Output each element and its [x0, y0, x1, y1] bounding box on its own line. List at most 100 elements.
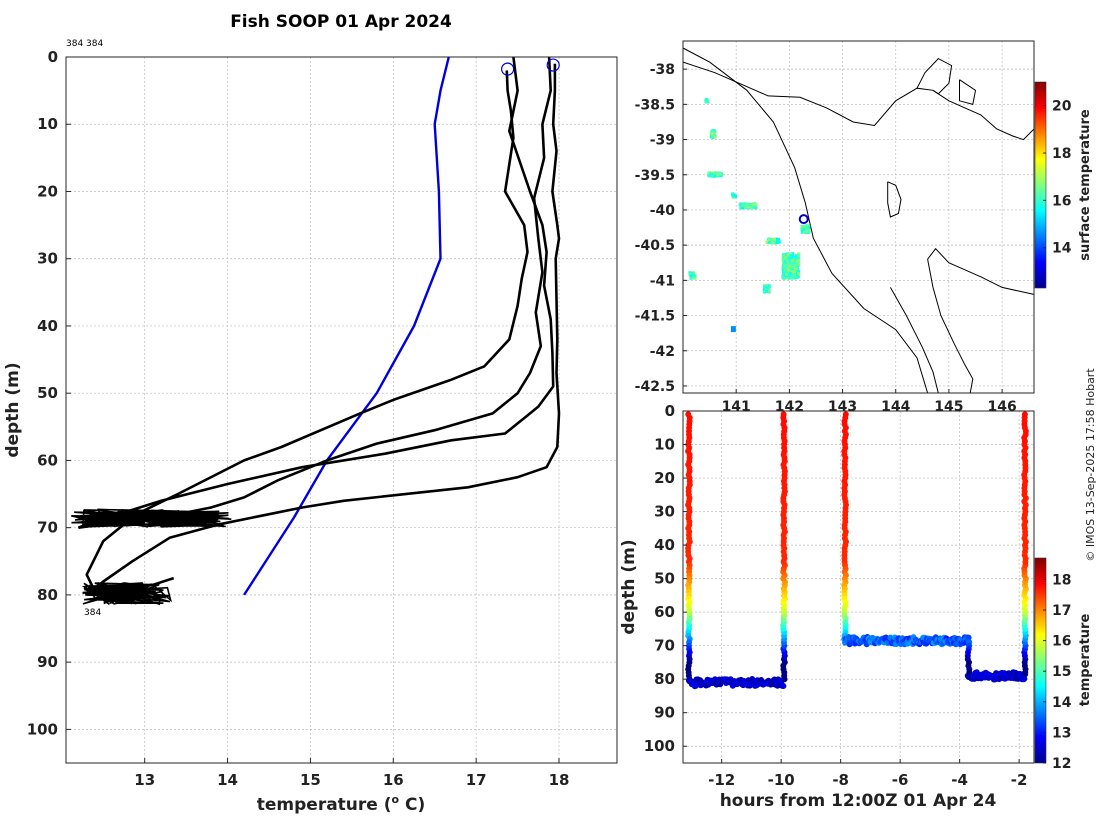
map-sst-pixel [713, 135, 717, 139]
map-sst-pixel [749, 203, 752, 207]
profile-y-axis-label: depth (m) [3, 362, 23, 457]
profile-id-label: 384 384 [66, 39, 103, 49]
map-sst-pixel [738, 203, 742, 207]
timedepth-xtick-label: -2 [1011, 771, 1028, 789]
timedepth-ytick-label: 0 [665, 402, 675, 420]
map-sst-pixel [767, 289, 771, 293]
map-sst-pixel [712, 133, 716, 137]
map-sst-pixel [767, 286, 771, 289]
profile-xtick-label: 13 [134, 771, 155, 789]
timedepth-colorbar-tick-label: 17 [1052, 603, 1071, 619]
map-colorbar-ticks: 14 16 18 20 [1043, 99, 1072, 257]
map-ytick-label: -39 [650, 133, 675, 149]
map-sst-pixel [790, 255, 794, 259]
map-sst-pixel [773, 237, 776, 241]
map-axes-frame [682, 40, 1035, 394]
map-xtick-label: 146 [987, 399, 1016, 415]
profile-xtick-label: 17 [466, 771, 487, 789]
map-sst-pixel [782, 271, 786, 275]
profile-deep-label: 384 [84, 608, 101, 618]
map-sst-pixel [689, 274, 693, 278]
map-sst-pixel [793, 274, 797, 278]
map-sst-pixel [764, 290, 768, 293]
timedepth-colorbar-ticks: 12 13 14 15 16 17 18 [1043, 572, 1072, 772]
profile-line-cast3 [85, 63, 561, 596]
map-coastline-tasmania-north [927, 247, 1034, 295]
timedepth-ytick-label: 50 [654, 570, 675, 588]
map-sst-pixel [800, 230, 804, 234]
map-sst-pixel [767, 238, 771, 242]
timedepth-colorbar [1034, 557, 1047, 764]
map-king-island [887, 181, 902, 218]
map-sst-pixel [788, 276, 792, 280]
profile-xtick-label: 14 [217, 771, 238, 789]
map-sst-pixel [787, 253, 791, 257]
map-sst-pixel [785, 263, 789, 267]
timedepth-colorbar-tick-label: 16 [1052, 634, 1071, 650]
map-sst-pixel [781, 255, 785, 259]
map-sst-pixel [787, 267, 791, 271]
map-ytick-label: -41.5 [635, 309, 675, 325]
timedepth-ytick-label: 40 [654, 536, 675, 554]
profile-x-label-end: C) [399, 795, 425, 815]
map-colorbar [1034, 81, 1047, 289]
map-sst-pixel [790, 273, 794, 277]
map-ytick-label: -40.5 [635, 238, 675, 254]
map-sst-pixel [710, 129, 714, 133]
map-xtick-label: 142 [775, 399, 804, 415]
timedepth-x-axis-label: hours from 12:00Z 01 Apr 24 [720, 791, 997, 811]
map-ticks: 141 142 143 144 145 146 -38 -38.5 -39 -39.5 -40 -40… [635, 62, 1017, 415]
map-sst-pixel [781, 257, 785, 261]
map-sst-pixel [792, 270, 796, 273]
map-sst-pixel [788, 256, 792, 260]
map-sst-pixel [767, 284, 771, 288]
profile-ytick-label: 50 [37, 384, 58, 402]
timedepth-colorbar-tick-label: 15 [1052, 664, 1071, 680]
profile-series [71, 57, 561, 606]
profile-line-cast2 [77, 57, 555, 529]
timedepth-point [780, 411, 787, 418]
timedepth-ytick-label: 90 [654, 704, 675, 722]
map-shelf-contour-inner [889, 287, 939, 393]
profile-xtick-label: 15 [300, 771, 321, 789]
profile-surface-marker [546, 58, 560, 72]
map-sst-pixel [732, 195, 736, 199]
timedepth-ytick-label: 60 [654, 603, 675, 621]
map-ytick-label: -42.5 [635, 379, 675, 395]
map-sst-pixel [804, 224, 808, 228]
map-sst-pixel [789, 271, 792, 275]
timedepth-ytick-label: 100 [644, 737, 675, 755]
profile-ytick-label: 20 [37, 182, 58, 200]
map-sst-pixel [783, 262, 786, 266]
map-sst-pixel [791, 252, 795, 256]
chart-title: Fish SOOP 01 Apr 2024 [230, 12, 452, 32]
map-sst-pixel [792, 261, 796, 265]
map-sst-pixel [713, 174, 717, 178]
map-sst-pixel [785, 257, 789, 261]
map-sst-pixel [794, 270, 798, 274]
timedepth-colorbar-tick-label: 12 [1052, 756, 1071, 772]
timedepth-xtick-label: -8 [832, 771, 849, 789]
profile-axes-frame [65, 56, 618, 764]
timedepth-ytick-label: 20 [654, 469, 675, 487]
map-ytick-label: -41 [650, 273, 675, 289]
map-sst-pixel [802, 224, 806, 228]
map-sst-pixel [781, 275, 785, 279]
map-sst-pixel [777, 240, 780, 244]
map-sst-pixel [714, 171, 718, 175]
map-sst-pixel [797, 252, 801, 256]
map-track-marker [798, 214, 809, 225]
map-sst-pixel [800, 225, 804, 229]
map-sst-pixel [717, 172, 721, 176]
map-sst-pixel [777, 237, 781, 241]
profile-ytick-label: 90 [37, 653, 58, 671]
map-sst-pixel [793, 264, 797, 268]
map-sst-pixel [774, 237, 778, 241]
map-sst-pixel [763, 285, 767, 289]
timedepth-colorbar-label: temperature [1078, 614, 1093, 707]
map-sst-pixel [795, 259, 799, 263]
timedepth-ytick-label: 30 [654, 503, 675, 521]
map-sst-pixel [795, 265, 799, 269]
timedepth-colorbar-tick-label: 14 [1052, 695, 1072, 711]
